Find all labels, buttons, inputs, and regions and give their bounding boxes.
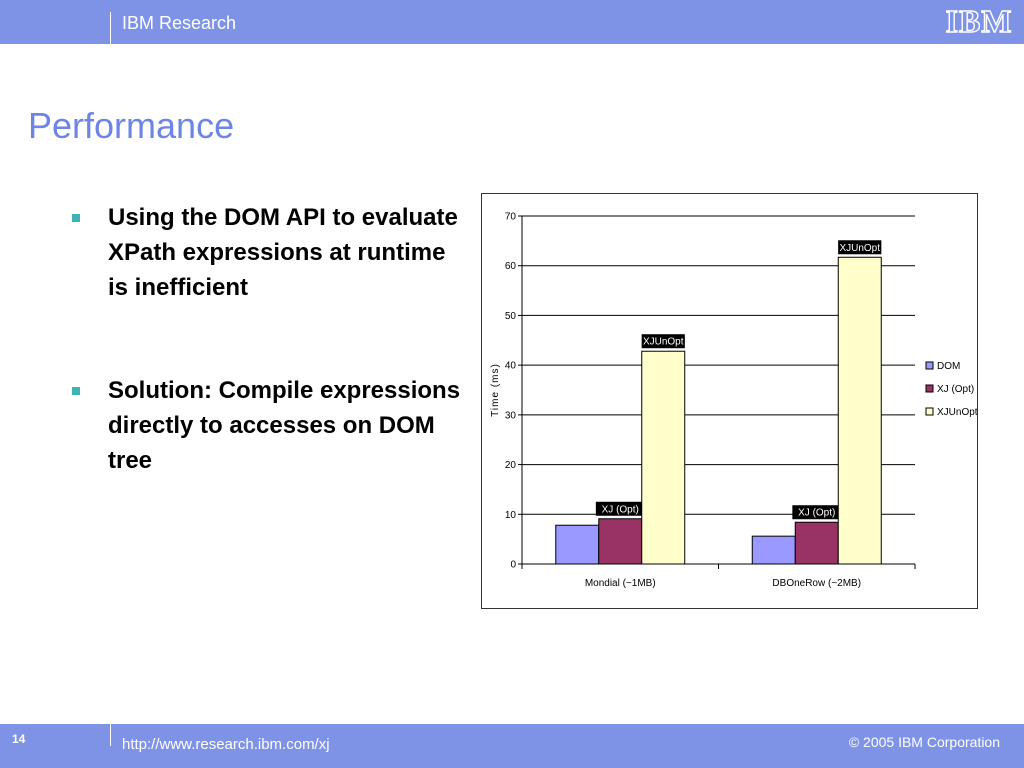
bar bbox=[837, 256, 882, 565]
square-bullet-icon bbox=[72, 214, 80, 222]
footer-bar: 14 http://www.research.ibm.com/xj © 2005… bbox=[0, 724, 1024, 768]
header-bar: IBM Research IBM bbox=[0, 0, 1024, 44]
data-label-bg bbox=[838, 240, 882, 255]
footer-divider bbox=[110, 724, 111, 746]
bullet-item: Using the DOM API to evaluate XPath expr… bbox=[72, 200, 462, 305]
chart-frame: 0 10 20 30 40 50 60 70 Time (ms) XJ (Opt) XJUnOpt M… bbox=[481, 193, 978, 609]
y-tick-label: 0 bbox=[510, 560, 516, 571]
data-label: XJ (Opt) bbox=[798, 508, 835, 519]
legend-swatch bbox=[925, 407, 934, 416]
bullet-text: Using the DOM API to evaluate XPath expr… bbox=[108, 204, 458, 301]
legend-swatch bbox=[925, 361, 934, 370]
y-tick-label: 70 bbox=[505, 212, 517, 223]
y-tick-label: 60 bbox=[505, 261, 517, 272]
legend-label: DOM bbox=[937, 361, 960, 372]
footer-url: http://www.research.ibm.com/xj bbox=[122, 736, 330, 753]
header-brand: IBM Research bbox=[122, 13, 237, 33]
legend-label: XJUnOpt bbox=[937, 407, 977, 418]
ibm-logo-text: IBM bbox=[946, 4, 1012, 38]
data-label: XJ (Opt) bbox=[602, 504, 639, 515]
bullet-list: Using the DOM API to evaluate XPath expr… bbox=[72, 200, 462, 546]
bar bbox=[794, 521, 839, 565]
bar-chart: 0 10 20 30 40 50 60 70 Time (ms) XJ (Opt) XJUnOpt M… bbox=[490, 212, 977, 590]
bar bbox=[641, 350, 686, 565]
square-bullet-icon bbox=[72, 387, 80, 395]
y-tick-label: 40 bbox=[505, 361, 517, 372]
x-tick-label: Mondial (~1MB) bbox=[585, 578, 656, 589]
footer-copyright: © 2005 IBM Corporation bbox=[848, 734, 1000, 750]
bar bbox=[751, 535, 796, 565]
legend-swatch bbox=[925, 384, 934, 393]
header-divider bbox=[110, 12, 111, 44]
data-label-bg bbox=[792, 505, 842, 520]
bullet-text: Solution: Compile expressions directly t… bbox=[108, 377, 461, 474]
y-tick-label: 10 bbox=[505, 510, 517, 521]
page-number: 14 bbox=[12, 732, 26, 746]
x-tick-label: DBOneRow (~2MB) bbox=[772, 578, 861, 589]
y-tick-label: 30 bbox=[505, 410, 517, 421]
y-tick-label: 50 bbox=[505, 311, 517, 322]
bullet-item: Solution: Compile expressions directly t… bbox=[72, 373, 462, 478]
data-label: XJUnOpt bbox=[839, 243, 880, 254]
bar bbox=[598, 518, 643, 565]
ibm-logo: IBM bbox=[946, 4, 1012, 38]
data-label-bg bbox=[641, 334, 685, 349]
data-label: XJUnOpt bbox=[643, 337, 684, 348]
bar bbox=[555, 524, 600, 565]
legend-label: XJ (Opt) bbox=[937, 384, 974, 395]
y-tick-label: 20 bbox=[505, 460, 517, 471]
y-axis-label: Time (ms) bbox=[490, 363, 501, 417]
data-label-bg bbox=[595, 501, 645, 516]
slide-title: Performance bbox=[28, 105, 235, 146]
